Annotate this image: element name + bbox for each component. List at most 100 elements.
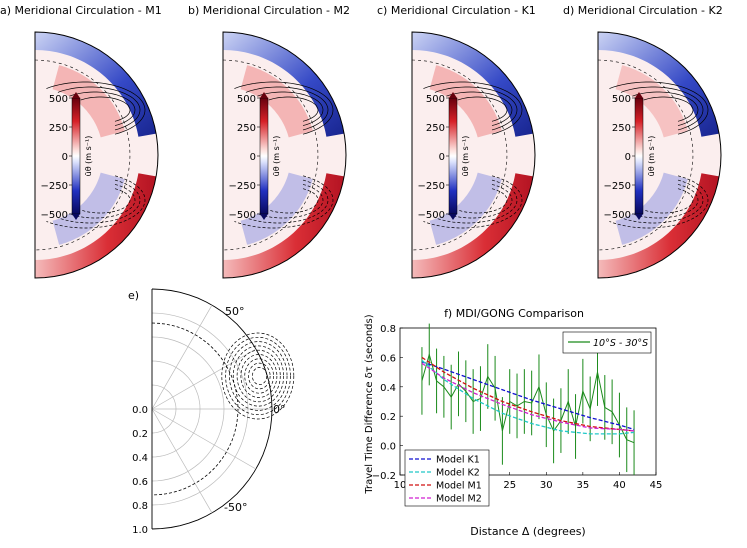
polar-cell-contour [221, 332, 295, 420]
colorbar-tick-label: 0 [625, 152, 631, 163]
y-tick-label: 0.6 [380, 353, 396, 364]
angle-tick-neg50: -50° [224, 501, 247, 514]
polar-spoke [151, 304, 213, 410]
colorbar-tick-label: −500 [229, 210, 256, 221]
colorbar-tick-label: 500 [49, 94, 68, 105]
model-legend-label: Model K2 [436, 468, 480, 479]
contour-line [69, 184, 136, 219]
contour-line [80, 96, 131, 122]
contour-line [234, 175, 334, 229]
contour-line [423, 81, 523, 135]
contour-line [446, 184, 513, 219]
colorbar-bottom-arrow [260, 214, 268, 220]
model-line-model-m2 [421, 362, 635, 432]
base-of-convection-zone [34, 59, 131, 251]
model-line-model-k1 [421, 361, 635, 431]
contour-line [457, 96, 508, 122]
equatorward-flow-band [412, 173, 534, 278]
colorbar-bottom-arrow [635, 214, 643, 220]
x-tick-label: 40 [613, 480, 626, 491]
radial-ticks: 0.0 0.2 0.4 0.6 0.8 1.0 [132, 405, 148, 536]
contour-line [632, 91, 699, 126]
meridional-panel-m2: b) Meridional Circulation - M2 500 250 0 −25… [188, 4, 350, 279]
colorbar-tick-label: 500 [426, 94, 445, 105]
colorbar-label: ūθ (m s⁻¹) [84, 136, 93, 177]
radial-tick-label: 0.8 [132, 501, 148, 512]
y-tick-label: 0.0 [380, 442, 396, 453]
x-tick-label: 10 [394, 480, 407, 491]
contour-line [257, 91, 324, 126]
contour-line [57, 179, 141, 224]
colorbar-bottom-arrow [72, 214, 80, 220]
base-of-convection-zone [411, 59, 508, 251]
colorbar-tick-label: −500 [604, 210, 631, 221]
colorbar-label: ūθ (m s⁻¹) [461, 136, 470, 177]
colorbar-tick-label: 0 [439, 152, 445, 163]
colorbar-tick-label: −250 [41, 181, 68, 192]
x-axis-label: Distance Δ (degrees) [470, 525, 585, 538]
base-of-convection-zone [597, 59, 694, 251]
radial-tick-label: 0.4 [132, 453, 148, 464]
contour-line [57, 86, 141, 131]
contour-line [46, 175, 146, 229]
radial-tick-label: 0.6 [132, 477, 148, 488]
colorbar-tick-label: −250 [604, 181, 631, 192]
polar-cell-contour [244, 358, 274, 394]
polar-cell-contour [252, 367, 268, 385]
polar-cell-contour [229, 341, 288, 411]
angle-tick-0: 0° [273, 403, 286, 416]
contour-line [446, 91, 513, 126]
polar-boundary-contour [151, 322, 239, 496]
model-line-model-m1 [421, 356, 635, 432]
return-flow-north [615, 65, 688, 138]
return-flow-south [429, 172, 502, 245]
polar-cell-contour [236, 349, 281, 403]
panel-title: c) Meridional Circulation - K1 [377, 4, 536, 17]
colorbar-tick-label: 250 [426, 123, 445, 134]
colorbar-tick-label: −500 [41, 210, 68, 221]
polar-cell-contour [232, 345, 285, 407]
panel-outline [34, 31, 159, 279]
panel-title: d) Meridional Circulation - K2 [563, 4, 723, 17]
contour-line [643, 96, 694, 122]
poleward-flow-band [598, 32, 720, 137]
panel-title: a) Meridional Circulation - M1 [0, 4, 162, 17]
contour-line [234, 81, 334, 135]
angle-tick-50: 50° [225, 305, 245, 318]
colorbar [71, 97, 81, 215]
polar-panel: e) 50° 0° -50° 0.0 0.2 0.4 0.6 0.8 1.0 [128, 288, 295, 536]
contour-line [257, 184, 324, 219]
equatorward-flow-band [598, 173, 720, 278]
panel-title: b) Meridional Circulation - M2 [188, 4, 350, 17]
polar-spoke [151, 408, 257, 470]
x-tick-label: 35 [576, 480, 589, 491]
meridional-panel-k1: c) Meridional Circulation - K1 500 250 0 −25… [377, 4, 536, 279]
polar-panel-label: e) [128, 289, 139, 302]
contour-line [434, 86, 518, 131]
y-tick-label: 0.2 [380, 412, 396, 423]
colorbar-bottom-arrow [449, 214, 457, 220]
polar-spoke [151, 348, 257, 410]
polar-cell-contour [248, 362, 271, 390]
return-flow-south [615, 172, 688, 245]
x-tick-label: 25 [503, 480, 516, 491]
colorbar-top-arrow [635, 92, 643, 98]
colorbar-label: ūθ (m s⁻¹) [272, 136, 281, 177]
panel-outline [597, 31, 722, 279]
contour-line [268, 96, 319, 122]
equatorward-flow-band [35, 173, 157, 278]
colorbar-tick-label: 0 [62, 152, 68, 163]
y-axis-ticks: −0.2 0.0 0.2 0.4 0.6 0.8 [372, 324, 403, 482]
contour-line [620, 86, 704, 131]
x-tick-label: 30 [540, 480, 553, 491]
radial-tick-label: 0.0 [132, 405, 148, 416]
contour-line [245, 86, 329, 131]
colorbar-tick-label: 500 [237, 94, 256, 105]
contour-line [632, 184, 699, 219]
poleward-flow-band [35, 32, 157, 137]
poleward-flow-band [223, 32, 345, 137]
colorbar-tick-label: −250 [418, 181, 445, 192]
radial-tick-label: 0.2 [132, 429, 148, 440]
polar-cell-contour [225, 336, 291, 416]
